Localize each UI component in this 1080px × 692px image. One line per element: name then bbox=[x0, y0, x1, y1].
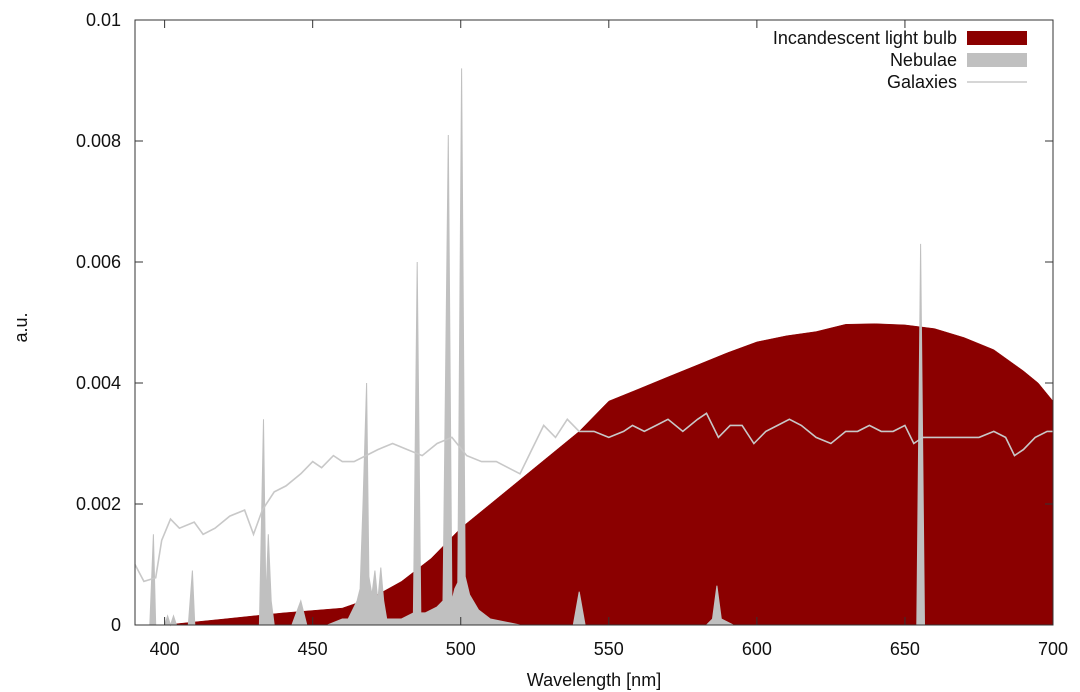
y-axis-title: a.u. bbox=[11, 312, 31, 342]
x-tick-label: 550 bbox=[594, 639, 624, 659]
y-tick-label: 0.006 bbox=[76, 252, 121, 272]
plot-frame bbox=[134, 19, 1054, 626]
x-tick-label: 500 bbox=[446, 639, 476, 659]
x-tick-label: 700 bbox=[1038, 639, 1068, 659]
x-tick-label: 400 bbox=[150, 639, 180, 659]
legend-label: Nebulae bbox=[890, 50, 957, 70]
legend-label: Galaxies bbox=[887, 72, 957, 92]
legend-label: Incandescent light bulb bbox=[773, 28, 957, 48]
series-line-2 bbox=[134, 412, 1053, 583]
y-tick-label: 0.01 bbox=[86, 10, 121, 30]
y-tick-label: 0.002 bbox=[76, 494, 121, 514]
y-axis: 0 0.002 0.004 0.006 0.008 0.01 bbox=[76, 10, 1053, 635]
x-tick-label: 650 bbox=[890, 639, 920, 659]
x-tick-label: 600 bbox=[742, 639, 772, 659]
y-tick-label: 0 bbox=[111, 615, 121, 635]
legend-swatch bbox=[967, 53, 1027, 67]
x-tick-label: 450 bbox=[298, 639, 328, 659]
plot-area bbox=[134, 68, 1054, 627]
legend-swatch bbox=[967, 31, 1027, 45]
series-area-0 bbox=[135, 323, 1054, 626]
x-axis-title: Wavelength [nm] bbox=[527, 670, 661, 690]
x-axis: 400 450 500 550 600 650 700 bbox=[150, 20, 1068, 659]
y-tick-label: 0.004 bbox=[76, 373, 121, 393]
y-tick-label: 0.008 bbox=[76, 131, 121, 151]
